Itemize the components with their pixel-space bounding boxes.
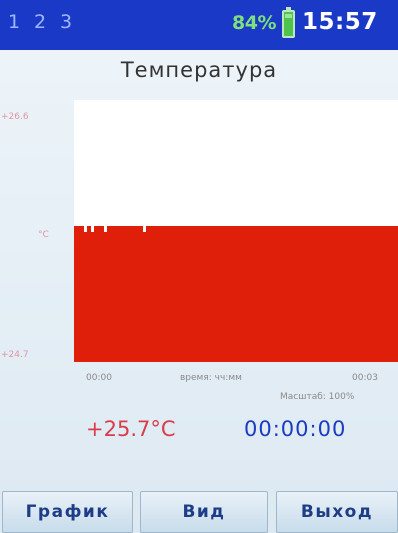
view-button[interactable]: Вид	[140, 491, 268, 533]
status-bar: 1 2 3 84% 15:57	[0, 0, 398, 50]
channel-1-indicator[interactable]: 1	[8, 11, 21, 33]
x-axis-end-label: 00:03	[352, 373, 378, 383]
scale-label: Масштаб: 100%	[280, 392, 355, 402]
x-axis-title: время: чч:мм	[180, 373, 242, 383]
channel-2-indicator[interactable]: 2	[34, 11, 47, 33]
y-axis-max-label: +26.6	[1, 112, 29, 122]
trace-notch	[91, 226, 94, 232]
plot-area[interactable]	[74, 100, 398, 362]
trace-notch	[84, 226, 87, 232]
channel-3-indicator[interactable]: 3	[60, 11, 73, 33]
clock: 15:57	[302, 9, 378, 35]
exit-button[interactable]: Выход	[276, 491, 398, 533]
graph-button[interactable]: График	[2, 491, 133, 533]
elapsed-time-reading: 00:00:00	[244, 417, 347, 441]
y-axis-min-label: +24.7	[1, 350, 29, 360]
temperature-reading: +25.7°C	[86, 417, 176, 441]
temperature-area-fill	[74, 226, 398, 362]
x-axis-start-label: 00:00	[86, 373, 112, 383]
battery-icon	[282, 7, 295, 38]
battery-percentage: 84%	[232, 12, 276, 34]
trace-notch	[104, 226, 107, 232]
y-axis-unit-label: °C	[38, 230, 49, 240]
page-title: Температура	[120, 58, 278, 82]
trace-notch	[143, 226, 146, 232]
